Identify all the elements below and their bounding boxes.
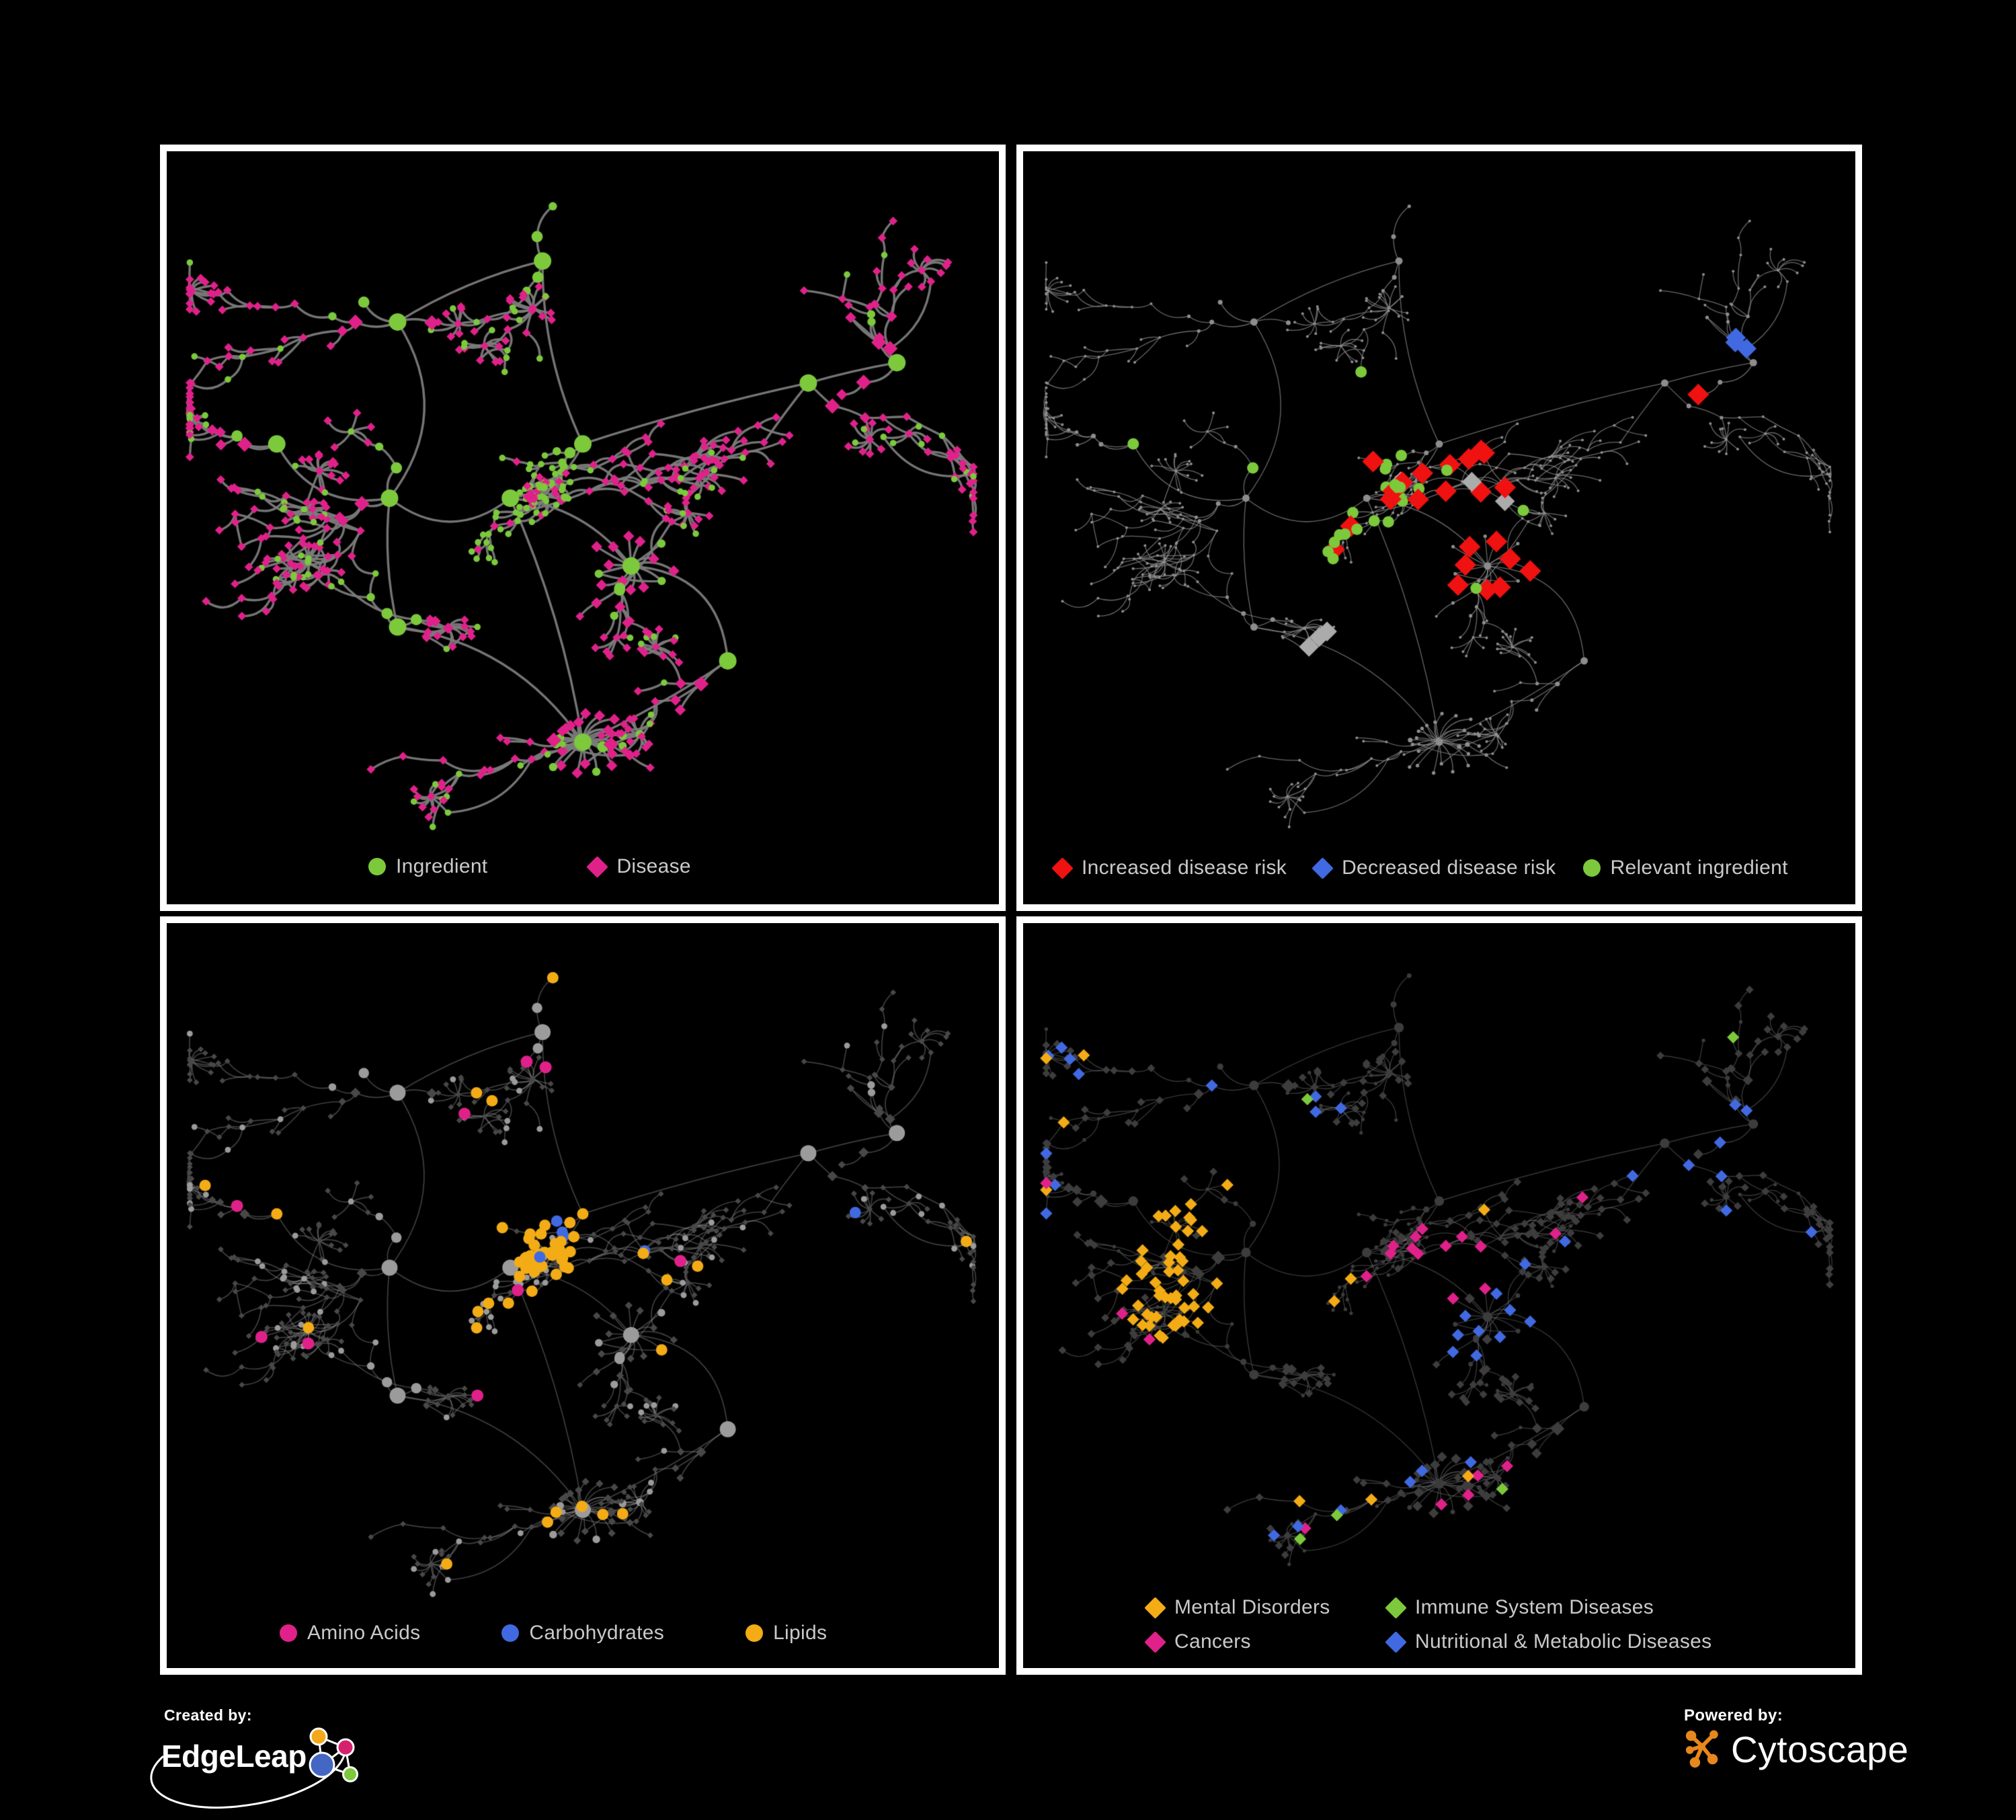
legend-label-mental-disorders: Mental Disorders — [1174, 1596, 1330, 1618]
increased-risk-marker-icon — [1051, 857, 1074, 879]
legend-label-immune-diseases: Immune System Diseases — [1415, 1596, 1654, 1618]
legend-item-carbohydrates: Carbohydrates — [501, 1618, 664, 1649]
mental-disorders-marker-icon — [1144, 1596, 1166, 1619]
legend-label-disease: Disease — [616, 855, 691, 877]
cytoscape-credit: Powered by: Cytoscape — [1684, 1706, 1908, 1771]
nutritional-metabolic-marker-icon — [1385, 1630, 1407, 1653]
panel-disease-classes: Mental Disorders Immune System Diseases … — [1016, 916, 1862, 1675]
carbohydrates-marker-icon — [501, 1624, 520, 1642]
legend-label-increased-risk: Increased disease risk — [1082, 857, 1287, 879]
legend-item-nutritional-metabolic: Nutritional & Metabolic Diseases — [1385, 1626, 1855, 1657]
legend-label-ingredient: Ingredient — [396, 855, 488, 877]
legend-item-ingredient: Ingredient — [368, 851, 487, 882]
amino-acids-marker-icon — [280, 1624, 297, 1642]
legend-item-decreased-risk: Decreased disease risk — [1312, 853, 1556, 883]
legend-label-carbohydrates: Carbohydrates — [529, 1622, 665, 1644]
legend-item-relevant-ingredient: Relevant ingredient — [1582, 853, 1788, 883]
powered-by-label: Powered by: — [1684, 1706, 1783, 1725]
ingredient-marker-icon — [368, 858, 386, 875]
legend-item-increased-risk: Increased disease risk — [1051, 853, 1287, 883]
cancers-marker-icon — [1144, 1630, 1166, 1653]
created-by-label: Created by: — [164, 1706, 252, 1724]
legend-item-disease: Disease — [586, 851, 691, 882]
legend-ingredient-disease: Ingredient Disease — [167, 849, 999, 884]
disease-marker-icon — [586, 855, 609, 878]
legend-item-lipids: Lipids — [745, 1618, 827, 1649]
legend-label-decreased-risk: Decreased disease risk — [1342, 857, 1556, 879]
decreased-risk-marker-icon — [1312, 857, 1334, 879]
cytoscape-logo-icon — [1685, 1730, 1718, 1768]
panel-disease-risk: Increased disease risk Decreased disease… — [1016, 145, 1862, 911]
immune-diseases-marker-icon — [1385, 1596, 1407, 1619]
lipids-marker-icon — [745, 1624, 764, 1642]
panel-ingredient-disease: Ingredient Disease — [160, 145, 1006, 911]
edgeleap-brand-row: EdgeLeap — [150, 1726, 363, 1809]
network-graph-disease-risk — [1023, 151, 1855, 904]
edgeleap-credit: Created by: EdgeLeap — [150, 1706, 363, 1809]
legend-label-nutritional-metabolic: Nutritional & Metabolic Diseases — [1415, 1630, 1712, 1653]
network-graph-disease-classes — [1023, 923, 1855, 1668]
edgeleap-wordmark: EdgeLeap — [161, 1739, 307, 1774]
legend-disease-risk: Increased disease risk Decreased disease… — [1023, 850, 1855, 885]
network-graph-ingredient-disease — [167, 151, 999, 904]
legend-item-cancers: Cancers — [1144, 1626, 1387, 1657]
network-graph-nutrient-classes — [167, 923, 999, 1668]
legend-label-lipids: Lipids — [773, 1622, 828, 1644]
legend-nutrient-classes: Amino Acids Carbohydrates Lipids — [167, 1616, 999, 1651]
cytoscape-wordmark: Cytoscape — [1731, 1729, 1909, 1770]
relevant-ingredient-marker-icon — [1582, 859, 1601, 877]
legend-item-mental-disorders: Mental Disorders — [1144, 1592, 1387, 1623]
legend-label-relevant-ingredient: Relevant ingredient — [1610, 857, 1788, 879]
legend-label-amino-acids: Amino Acids — [307, 1622, 421, 1644]
legend-disease-classes: Mental Disorders Immune System Diseases … — [1023, 1592, 1855, 1657]
legend-item-amino-acids: Amino Acids — [280, 1618, 420, 1649]
legend-item-immune-diseases: Immune System Diseases — [1385, 1592, 1855, 1623]
edgeleap-logo-icon — [309, 1727, 358, 1782]
panel-nutrient-classes: Amino Acids Carbohydrates Lipids — [160, 916, 1006, 1675]
legend-label-cancers: Cancers — [1174, 1630, 1251, 1653]
cytoscape-brand-row: Cytoscape — [1684, 1728, 1908, 1771]
